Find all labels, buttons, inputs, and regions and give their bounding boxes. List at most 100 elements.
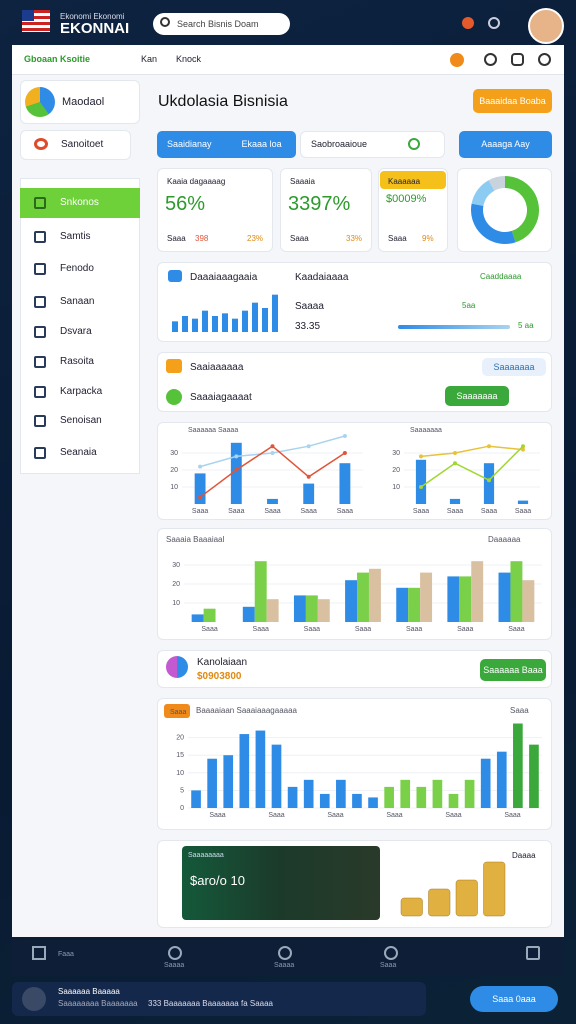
bar: [232, 318, 238, 332]
coin-stack: [400, 897, 423, 917]
coins-chart: [400, 861, 506, 917]
nav-icon[interactable]: [384, 946, 398, 960]
donut-segment: [471, 203, 516, 244]
bar: [357, 572, 369, 622]
account-card[interactable]: Sanoitoet: [20, 130, 131, 160]
bar: [384, 786, 394, 808]
list-button[interactable]: Saaaaaaa: [445, 386, 509, 406]
combo-chart: Saaaaaa Saaaa 10 20 30 Saaa Saaa Saaa Saaa Saaa: [170, 427, 363, 515]
nav-icon[interactable]: [526, 946, 540, 960]
bar: [191, 614, 204, 622]
nav-icon[interactable]: [168, 946, 182, 960]
nav-label: Saaa: [380, 962, 397, 969]
x-tick-label: Saaa: [268, 812, 284, 819]
trend-line-point: [234, 454, 239, 459]
menu-item[interactable]: Seanaia: [60, 447, 97, 458]
tab-active[interactable]: Saaidianay Ekaaa loa: [157, 131, 296, 158]
x-tick-label: Saaa: [447, 508, 463, 515]
icon[interactable]: [450, 53, 464, 67]
footer-message: 333 Baaaaaaa Baaaaaaa fa Saaaa: [148, 999, 274, 1008]
x-tick-label: Saaa: [406, 626, 422, 633]
stat-b: 33%: [346, 234, 363, 243]
input[interactable]: Saobroaaioue: [300, 131, 445, 158]
menu-item[interactable]: Karpacka: [60, 386, 103, 397]
menu-item[interactable]: Sanaan: [60, 296, 95, 307]
bar: [212, 316, 218, 332]
nav-icon[interactable]: [278, 946, 292, 960]
icon[interactable]: [484, 53, 497, 66]
promo-value: $aro/o 10: [190, 873, 245, 888]
menu-item[interactable]: Snkonos: [20, 188, 140, 218]
y-tick-label: 30: [170, 450, 178, 457]
overview-right: Caaddaaaa: [480, 272, 522, 281]
coin-stack: [455, 879, 478, 917]
primary-button[interactable]: Aaaaga Aay: [459, 131, 552, 158]
trend-line-point: [342, 434, 347, 438]
stat-b: 9%: [422, 234, 434, 243]
avatar[interactable]: [528, 8, 564, 44]
icon[interactable]: [538, 53, 551, 66]
menu-item[interactable]: Fenodo: [60, 263, 94, 274]
stat-foot: Saaa: [290, 234, 309, 243]
bar: [449, 498, 461, 504]
nav-label: Saaaa: [164, 962, 185, 969]
x-tick-label: Saaa: [337, 508, 353, 515]
x-tick-label: Saaa: [504, 812, 520, 819]
nav-icon[interactable]: [32, 946, 46, 960]
menu-icon: [34, 447, 46, 459]
icon: [168, 270, 182, 282]
badge-label: Saaa: [170, 709, 186, 716]
y-tick-label: 10: [170, 484, 178, 491]
bar: [510, 561, 523, 622]
bar: [287, 786, 298, 808]
trend-line-point: [270, 451, 275, 455]
list-button[interactable]: Saaaaaaa: [482, 358, 546, 376]
bar: [529, 744, 539, 808]
menu-item[interactable]: Senoisan: [60, 415, 102, 426]
tab[interactable]: Kan: [141, 54, 158, 64]
menu-item[interactable]: Samtis: [60, 231, 91, 242]
action-button[interactable]: Baaaidaa Boaba: [473, 89, 552, 113]
bar: [496, 751, 507, 808]
x-tick-label: Saaa: [201, 626, 217, 633]
overview-title: Daaaiaaagaaia: [190, 272, 258, 283]
help[interactable]: [488, 17, 500, 29]
bar: [272, 294, 278, 332]
stat-card: [157, 168, 273, 252]
footer-bar: [12, 982, 426, 1016]
donut-card: [457, 168, 552, 252]
footer-button[interactable]: Saaa 0aaa: [470, 986, 558, 1012]
y-tick-label: 20: [392, 467, 400, 474]
x-tick-label: Saaa: [228, 508, 244, 515]
bar: [271, 744, 282, 808]
search[interactable]: Search Bisnis Doam: [153, 13, 290, 35]
y-tick-label: 20: [172, 581, 180, 588]
x-tick-label: Saaa: [445, 812, 461, 819]
bar: [303, 483, 315, 504]
bar: [517, 500, 529, 504]
trend-line-point: [487, 444, 491, 449]
chart-title: Saaaia Baaaiaal: [166, 535, 224, 544]
x-tick-label: Saaa: [457, 626, 473, 633]
trend-line-point: [453, 451, 457, 455]
menu-item[interactable]: Rasoita: [60, 356, 94, 367]
menu-icon: [34, 326, 46, 338]
icon[interactable]: [511, 53, 524, 66]
bar: [182, 316, 188, 332]
bar: [303, 779, 314, 808]
bar: [400, 779, 411, 808]
menu-icon: [34, 386, 46, 398]
bar: [368, 568, 381, 622]
bar: [191, 790, 201, 808]
x-tick-label: Saaa: [355, 626, 371, 633]
finance-button[interactable]: Saaaaaa Baaa: [480, 659, 546, 681]
x-tick-label: Saaa: [304, 626, 320, 633]
stat-value: 3397%: [288, 193, 351, 215]
line-point: [270, 444, 275, 449]
tab[interactable]: Knock: [176, 54, 202, 64]
tab[interactable]: Gboaan Ksoitie: [24, 54, 91, 64]
logo: [25, 87, 55, 117]
menu-item[interactable]: Dsvara: [60, 326, 92, 337]
notification[interactable]: [462, 17, 474, 29]
